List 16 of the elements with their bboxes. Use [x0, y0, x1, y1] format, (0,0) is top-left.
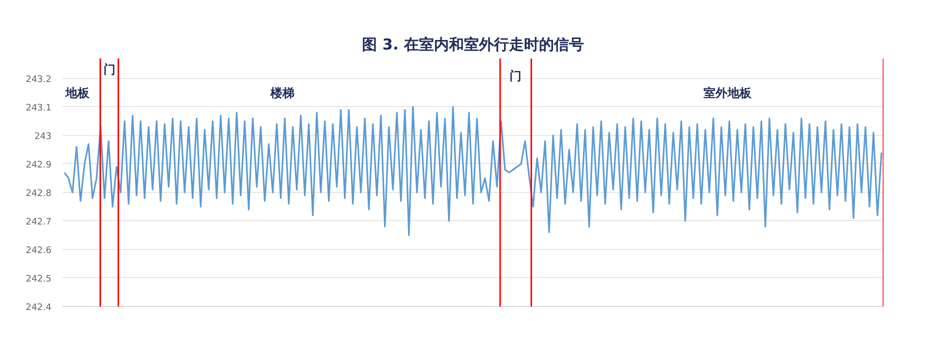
y-tick-label: 242.7	[26, 217, 52, 228]
y-tick-label: 243	[34, 132, 52, 142]
line-series	[64, 106, 882, 236]
annotation: 门	[510, 68, 522, 83]
y-tick-label: 243.2	[26, 74, 52, 85]
annotation: 地板	[64, 86, 90, 100]
y-tick-label: 242.9	[26, 160, 52, 170]
y-tick-label: 242.8	[26, 188, 52, 199]
y-tick-label: 242.6	[26, 246, 52, 256]
chart-title: 图 3. 在室内和室外行走时的信号	[362, 36, 584, 54]
y-tick-label: 242.4	[26, 303, 52, 313]
y-tick-label: 242.5	[26, 274, 52, 284]
annotation: 门	[103, 62, 116, 77]
y-tick-label: 243.1	[26, 103, 52, 114]
annotation: 室外地板	[704, 86, 753, 100]
annotation: 楼梯	[270, 86, 295, 100]
